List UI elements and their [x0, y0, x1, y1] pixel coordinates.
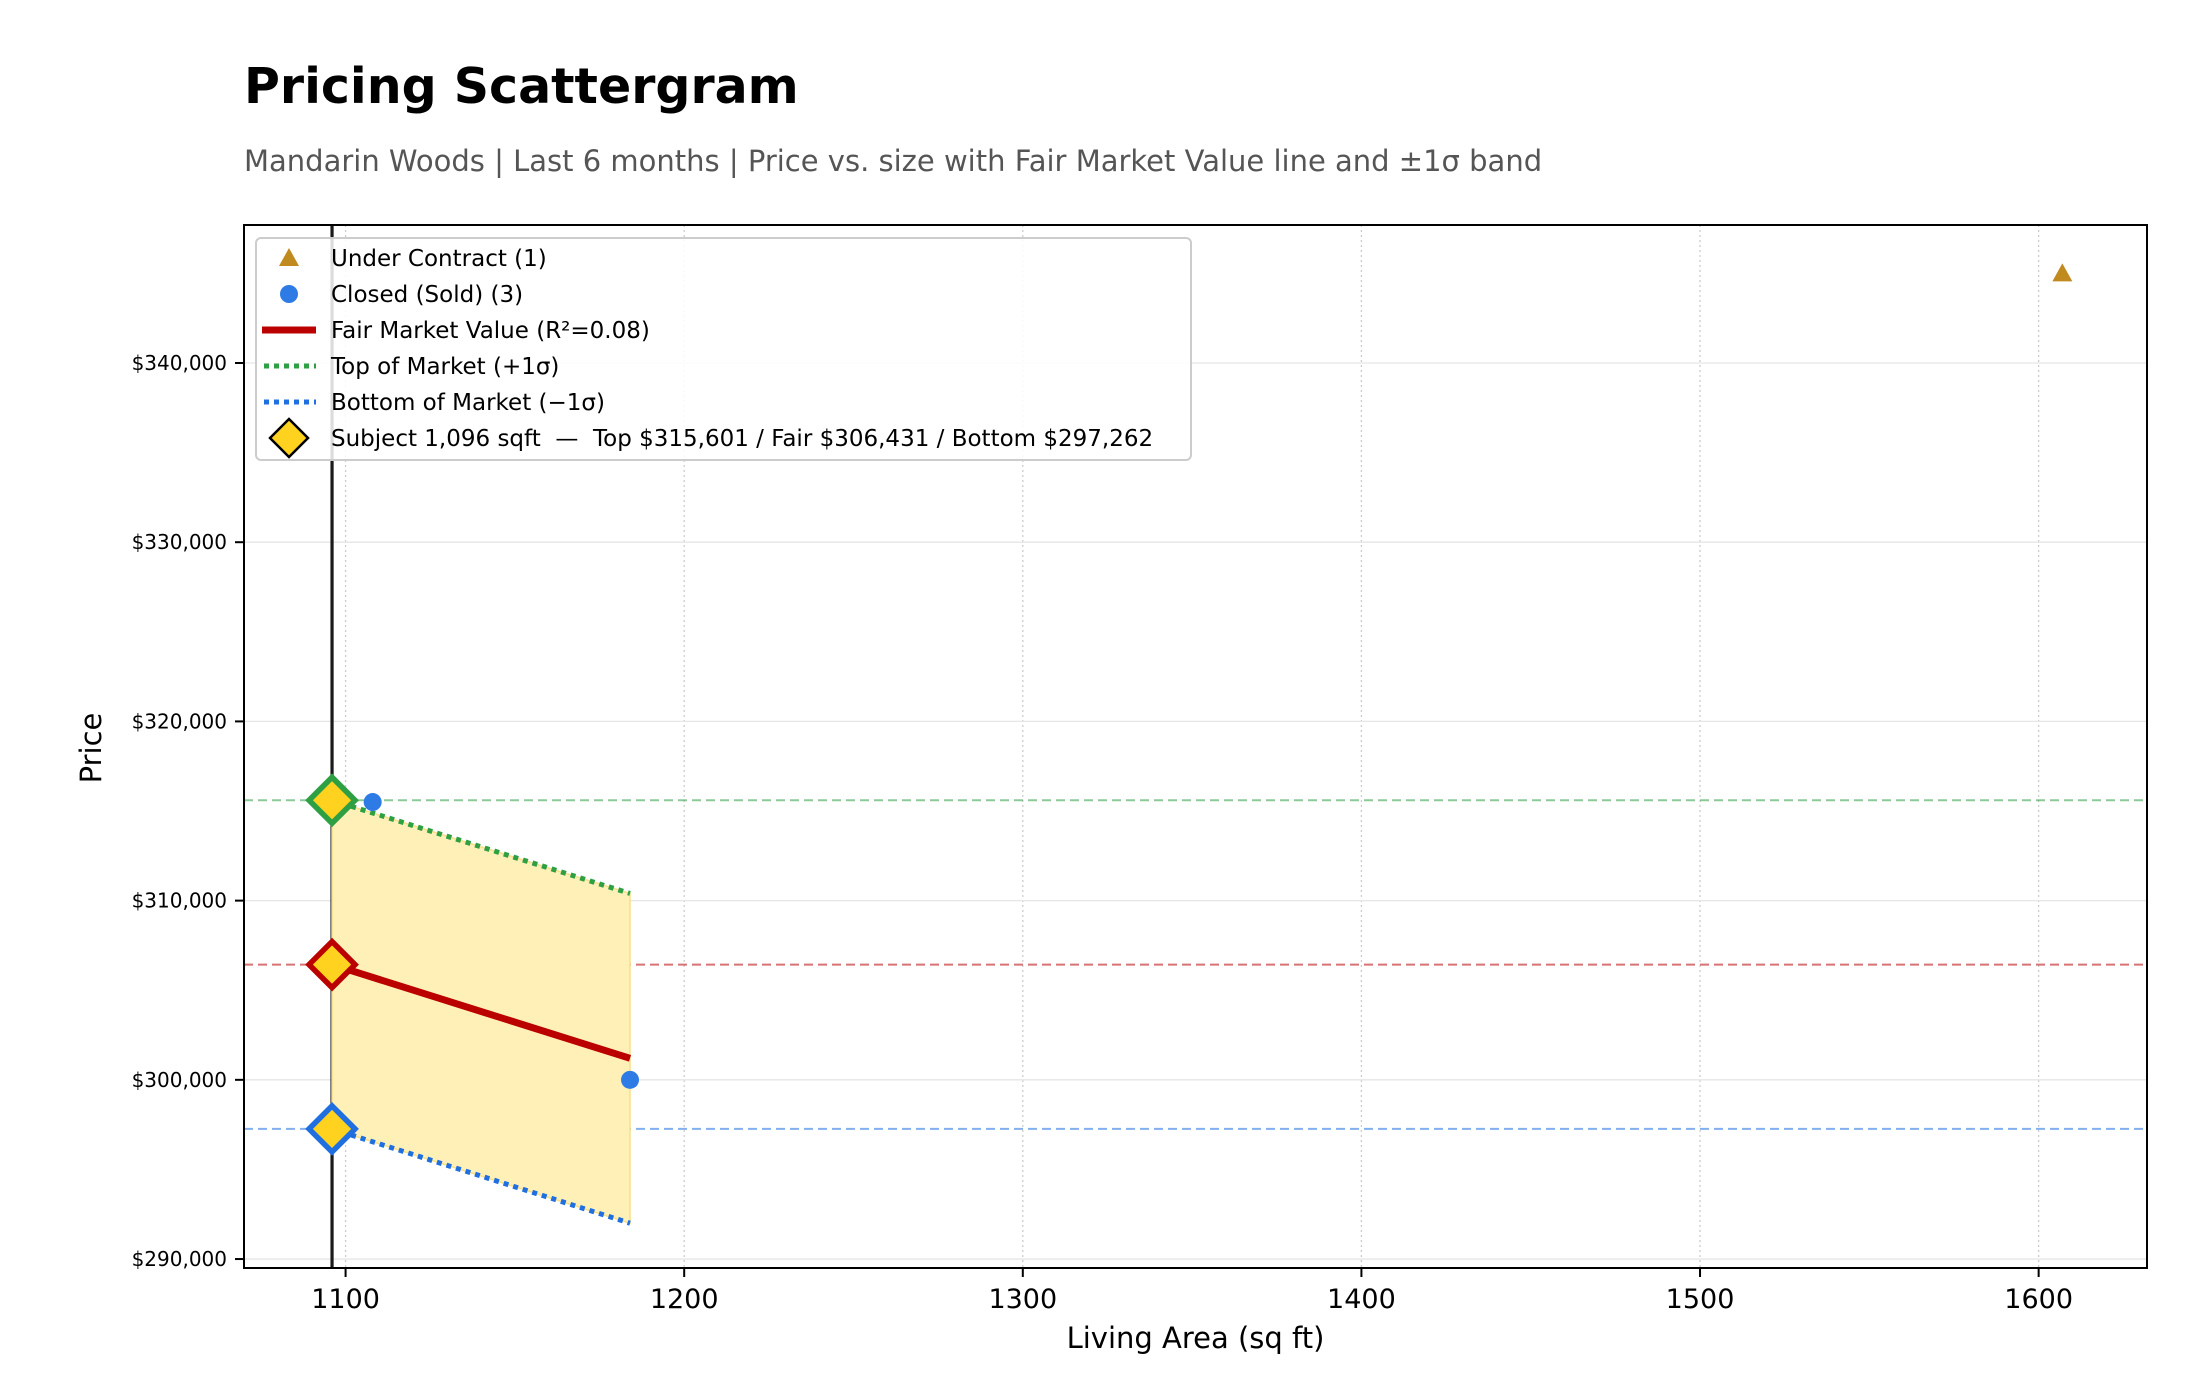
legend-label: Closed (Sold) (3) [331, 282, 523, 308]
subject-bottom-marker [305, 1102, 359, 1156]
legend-label: Subject 1,096 sqft — Top $315,601 / Fair… [331, 426, 1153, 452]
x-tick-label: 1300 [988, 1284, 1057, 1315]
x-tick-label: 1100 [311, 1284, 380, 1315]
legend-box [255, 237, 1192, 461]
x-tick-label: 1500 [1666, 1284, 1735, 1315]
y-tick-label: $330,000 [132, 530, 227, 554]
chart-subtitle: Mandarin Woods | Last 6 months | Price v… [244, 144, 1543, 178]
y-axis-label: Price [74, 713, 108, 784]
chart-title: Pricing Scattergram [244, 58, 799, 115]
axes: 1100 1200 1300 1400 1500 1600 $290,000 $300,000… [74, 351, 2073, 1355]
under-contract-point [2052, 263, 2073, 282]
y-tick-label: $340,000 [132, 351, 227, 375]
subject-top-marker [305, 773, 359, 828]
x-tick-label: 1200 [650, 1284, 719, 1315]
x-tick-label: 1400 [1327, 1284, 1396, 1315]
x-tick-label: 1600 [2004, 1284, 2073, 1315]
legend-label: Top of Market (+1σ) [330, 354, 559, 380]
legend-under-contract-swatch [279, 248, 299, 266]
y-tick-label: $310,000 [132, 889, 227, 913]
legend-label: Under Contract (1) [331, 246, 547, 272]
plot-frame [243, 224, 2148, 1269]
legend-closed-swatch [280, 285, 298, 303]
fair-market-value-line [330, 961, 632, 1062]
closed-sold-point [363, 793, 382, 812]
x-axis-label: Living Area (sq ft) [1067, 1321, 1325, 1355]
market-lines [330, 797, 632, 1226]
legend-label: Fair Market Value (R²=0.08) [331, 318, 650, 344]
subject-markers [305, 773, 359, 1156]
legend-label: Bottom of Market (−1σ) [331, 390, 605, 416]
subject-fair-marker [305, 937, 359, 992]
closed-sold-point [621, 1070, 640, 1089]
legend-subject-swatch [268, 417, 310, 459]
bottom-of-market-line [331, 1126, 631, 1226]
top-of-market-line [331, 797, 631, 896]
y-tick-label: $290,000 [132, 1247, 227, 1271]
y-tick-label: $300,000 [132, 1068, 227, 1092]
legend[interactable]: Under Contract (1) Closed (Sold) (3) Fair … [255, 237, 1192, 461]
y-tick-label: $320,000 [132, 709, 227, 733]
